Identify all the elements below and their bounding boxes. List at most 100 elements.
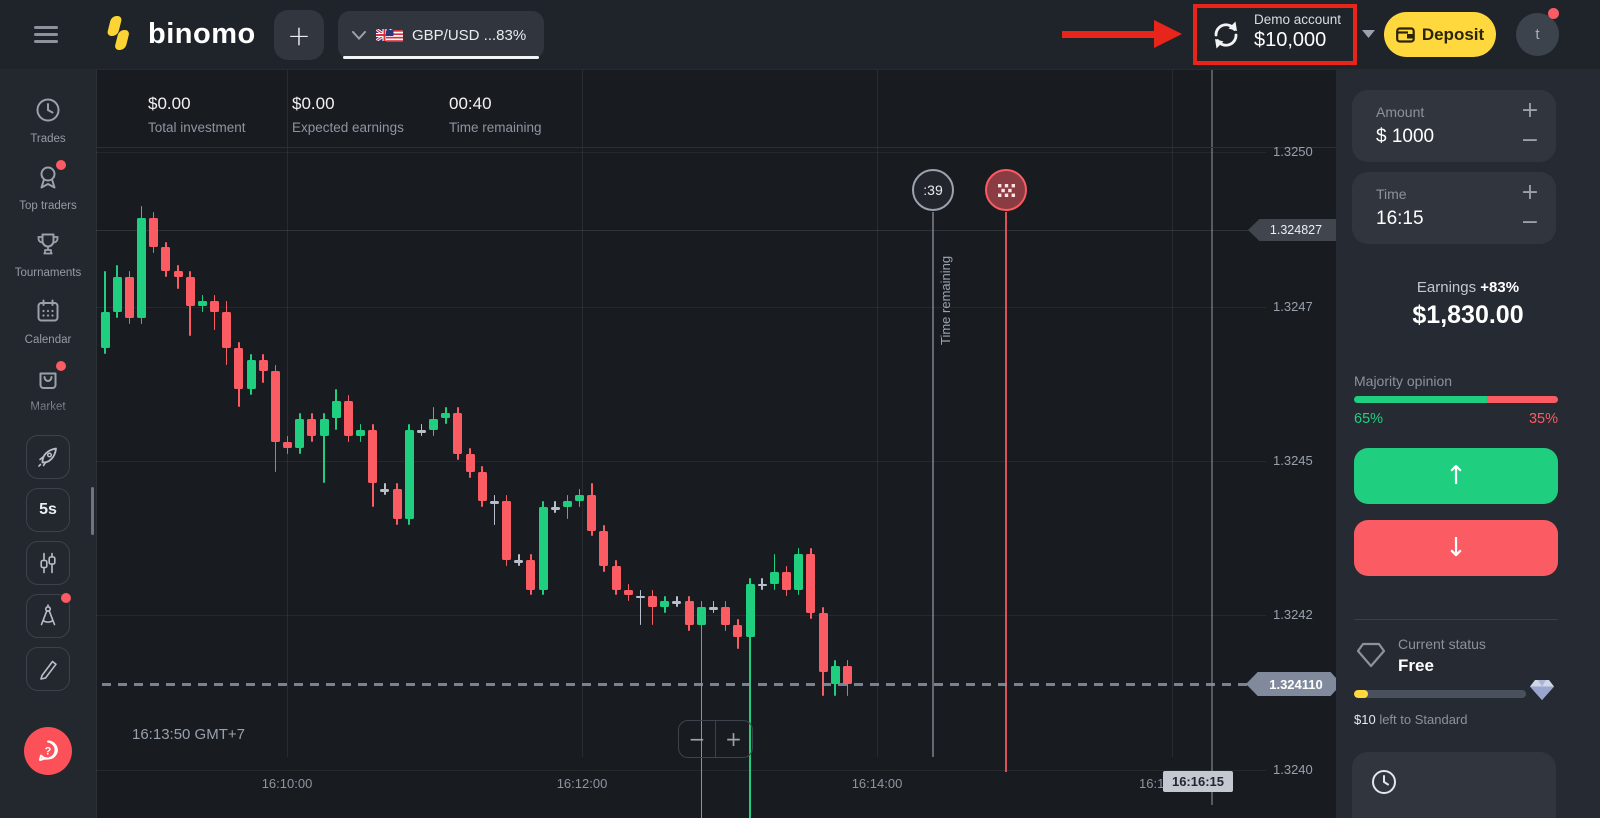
- earnings-line: Earnings +83%: [1336, 279, 1600, 296]
- current-time-line: [1211, 70, 1213, 805]
- time-field[interactable]: Time 16:15 + −: [1352, 172, 1556, 244]
- deposit-label: Deposit: [1421, 24, 1485, 44]
- tool-drawing-button[interactable]: [26, 647, 70, 691]
- strike-price-badge: 1.324827: [1248, 219, 1336, 241]
- sidebar-item-top-traders[interactable]: Top traders: [0, 160, 96, 225]
- amount-increase-button[interactable]: +: [1520, 97, 1540, 123]
- sidebar-item-label: Trades: [30, 133, 66, 145]
- status-progress-note: $10 left to Standard: [1354, 712, 1467, 727]
- sidebar-item-market[interactable]: Market: [0, 361, 96, 426]
- amount-field[interactable]: Amount $ 1000 + −: [1352, 90, 1556, 162]
- x-axis-tick: 16:14:00: [851, 776, 903, 791]
- compass-icon: [40, 604, 56, 626]
- chart-area[interactable]: $0.00 Total investment $0.00 Expected ea…: [96, 70, 1336, 818]
- purchase-deadline-line: [932, 212, 934, 757]
- sidebar-item-label: Tournaments: [14, 267, 82, 279]
- time-increase-button[interactable]: +: [1520, 179, 1540, 205]
- menu-icon[interactable]: [34, 26, 60, 44]
- notification-dot: [56, 160, 66, 170]
- account-type-label: Demo account: [1254, 12, 1342, 27]
- status-progress-fill: [1354, 690, 1368, 698]
- help-button[interactable]: ?: [24, 727, 72, 775]
- expected-earnings-value: $0.00: [292, 94, 335, 113]
- time-decrease-button[interactable]: −: [1520, 209, 1540, 235]
- annotation-arrow-head: [1154, 20, 1182, 48]
- current-status-label: Current status: [1398, 636, 1486, 652]
- left-sidebar: Trades Top traders Tournaments: [0, 70, 96, 818]
- trade-panel: Amount $ 1000 + − Time 16:15 + − Earning…: [1336, 70, 1600, 818]
- logo-text: binomo: [148, 17, 256, 50]
- trades-history-card[interactable]: [1352, 752, 1556, 818]
- gridline: [96, 152, 1266, 153]
- deposit-button[interactable]: Deposit: [1384, 12, 1496, 57]
- sidebar-item-calendar[interactable]: Calendar: [0, 297, 96, 359]
- time-label: Time: [1376, 186, 1407, 202]
- us-flag-icon: [386, 29, 403, 42]
- status-diamond-icon: [1356, 642, 1386, 668]
- amount-label: Amount: [1376, 104, 1425, 120]
- add-asset-button[interactable]: +: [274, 10, 324, 60]
- avatar[interactable]: t: [1516, 13, 1559, 56]
- gridline: [96, 615, 1266, 616]
- gridline: [287, 70, 288, 757]
- time-value[interactable]: 16:15: [1376, 208, 1424, 229]
- shopping-bag-icon: [34, 361, 66, 392]
- purchase-time-marker[interactable]: :39: [912, 169, 954, 211]
- chart-clock: 16:13:50 GMT+7: [132, 726, 245, 743]
- asset-selector[interactable]: GBP/USD ...83%: [338, 11, 544, 59]
- status-progress-bar: [1354, 690, 1526, 698]
- time-remaining-label: Time remaining: [449, 120, 542, 135]
- earnings-value: $1,830.00: [1412, 301, 1524, 329]
- question-bubble-icon: ?: [39, 740, 58, 761]
- sidebar-item-trades[interactable]: Trades: [0, 96, 96, 158]
- time-remaining-info: 00:40 Time remaining: [449, 94, 542, 135]
- gridline: [877, 70, 878, 757]
- expiry-time-marker[interactable]: [985, 169, 1027, 211]
- majority-down-percent: 35%: [1528, 411, 1558, 427]
- up-arrow-icon: ↑: [1445, 461, 1467, 491]
- total-investment-info: $0.00 Total investment: [148, 94, 246, 135]
- rocket-icon: [38, 447, 57, 467]
- account-balance: $10,000: [1254, 29, 1327, 51]
- top-bar: binomo +: [0, 0, 1600, 70]
- logo-bolt-icon: [107, 16, 129, 50]
- account-switcher[interactable]: Demo account $10,000: [1198, 9, 1352, 61]
- notification-dot: [56, 361, 66, 371]
- sidebar-item-label: Market: [30, 401, 66, 413]
- x-axis-tick: 16:12:00: [556, 776, 608, 791]
- majority-bar-up: [1354, 396, 1487, 403]
- gridline: [582, 70, 583, 757]
- tool-strategies-button[interactable]: [26, 435, 70, 479]
- put-down-button[interactable]: ↓: [1354, 520, 1558, 576]
- tool-chart-type-button[interactable]: [26, 541, 70, 585]
- medal-icon: [34, 160, 66, 191]
- tool-indicators-button[interactable]: [26, 593, 71, 638]
- binomo-logo[interactable]: binomo: [104, 14, 256, 54]
- current-status-value: Free: [1398, 656, 1434, 675]
- amount-value[interactable]: $ 1000: [1376, 126, 1435, 147]
- gridline: [96, 307, 1266, 308]
- sidebar-item-label: Calendar: [24, 334, 72, 346]
- y-axis-tick: 1.3247: [1273, 299, 1313, 314]
- gem-icon: [1530, 680, 1554, 700]
- sidebar-scrollbar[interactable]: [91, 487, 94, 535]
- avatar-notification-dot: [1548, 8, 1559, 19]
- sidebar-item-label: Top traders: [19, 200, 77, 212]
- refresh-icon: [1214, 21, 1238, 49]
- call-up-button[interactable]: ↑: [1354, 448, 1558, 504]
- x-axis-tick: 16:10:00: [261, 776, 313, 791]
- zoom-in-button[interactable]: +: [714, 720, 753, 758]
- tool-5s-interval-button[interactable]: 5s: [26, 488, 70, 532]
- amount-decrease-button[interactable]: −: [1520, 127, 1540, 153]
- history-clock-icon: [1372, 770, 1396, 794]
- account-chevron-down-icon[interactable]: [1362, 30, 1375, 38]
- sidebar-item-tournaments[interactable]: Tournaments: [0, 230, 96, 292]
- majority-bar-down: [1486, 396, 1558, 403]
- chevron-down-icon: [352, 30, 366, 40]
- y-axis-tick: 1.3250: [1273, 144, 1313, 159]
- majority-up-percent: 65%: [1354, 411, 1384, 427]
- zoom-out-button[interactable]: −: [678, 720, 716, 758]
- down-arrow-icon: ↓: [1445, 533, 1467, 563]
- interval-label: 5s: [39, 501, 57, 518]
- purchase-marker-label: :39: [923, 182, 943, 198]
